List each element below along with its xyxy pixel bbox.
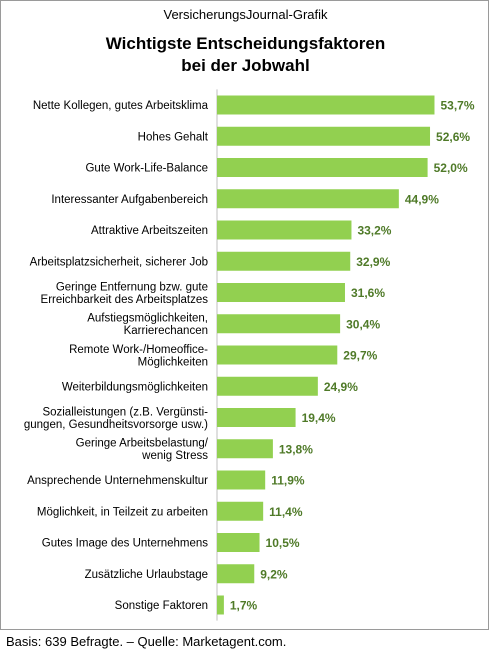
data-label: 53,7%	[440, 99, 474, 113]
category-label-line: Karrierechancen	[124, 325, 208, 337]
bar	[217, 314, 341, 334]
chart-title-line-1: Wichtigste Entscheidungsfaktoren	[105, 34, 386, 53]
category-label-line: Gute Work-Life-Balance	[85, 163, 208, 175]
category-label: Interessanter Aufgabenbereich	[51, 194, 208, 206]
source-label: VersicherungsJournal-Grafik	[163, 7, 328, 22]
bar	[217, 95, 435, 115]
bar	[217, 189, 399, 209]
category-label: Hohes Gehalt	[138, 131, 209, 143]
category-label: Weiterbildungsmöglichkeiten	[62, 381, 208, 393]
category-label: Aufstiegsmöglichkeiten, Karrierechancen	[87, 313, 208, 338]
data-label: 52,6%	[436, 130, 470, 144]
bar	[217, 376, 318, 396]
category-label-line: Arbeitsplatzsicherheit, sicherer Job	[30, 256, 208, 268]
category-label: Ansprechende Unternehmenskultur	[27, 475, 208, 487]
chart-title-line-2: bei der Jobwahl	[181, 56, 310, 75]
bar	[217, 533, 260, 552]
category-label: Nette Kollegen, gutes Arbeitsklima	[33, 100, 209, 112]
category-label: Arbeitsplatzsicherheit, sicherer Job	[30, 256, 208, 268]
category-label: Gute Work-Life-Balance	[85, 163, 208, 175]
category-label: Gutes Image des Unternehmens	[42, 538, 208, 550]
category-label-line: Interessanter Aufgabenbereich	[51, 194, 208, 206]
bar	[217, 408, 296, 427]
category-label-line: Sonstige Faktoren	[115, 600, 208, 612]
data-label: 30,4%	[346, 317, 380, 331]
data-label: 52,0%	[434, 161, 468, 175]
bar	[217, 220, 352, 240]
category-label-line: Geringe Entfernung bzw. gute	[56, 281, 208, 293]
category-label: Sonstige Faktoren	[115, 600, 208, 612]
category-label: Geringe Arbeitsbelastung/wenig Stress	[76, 438, 209, 463]
category-label-line: Geringe Arbeitsbelastung/	[76, 438, 209, 450]
footer-note: Basis: 639 Befragte. – Quelle: Marketage…	[6, 634, 287, 649]
category-label: Möglichkeit, in Teilzeit zu arbeiten	[37, 506, 208, 518]
bar	[217, 126, 431, 146]
category-label-line: Nette Kollegen, gutes Arbeitsklima	[33, 100, 209, 112]
category-label-line: Gutes Image des Unternehmens	[42, 538, 208, 550]
data-label: 9,2%	[260, 567, 288, 581]
bar	[217, 251, 351, 271]
chart-title: Wichtigste Entscheidungsfaktoren bei der…	[0, 33, 491, 77]
category-label-line: Remote Work-/Homeoffice-	[69, 344, 208, 356]
data-label: 19,4%	[302, 411, 336, 425]
bar	[217, 345, 338, 365]
category-label: Geringe Entfernung bzw. gute Erreichbarke…	[41, 281, 209, 306]
data-label: 11,9%	[271, 474, 305, 488]
data-label: 29,7%	[343, 349, 377, 363]
category-label: Zusätzliche Urlaubstage	[85, 569, 208, 581]
category-label: Attraktive Arbeitszeiten	[91, 225, 208, 237]
category-label-line: wenig Stress	[141, 450, 208, 462]
category-label-line: Möglichkeiten	[138, 356, 208, 368]
bar	[217, 283, 345, 302]
bar	[217, 564, 255, 584]
bar	[217, 470, 266, 490]
data-label: 31,6%	[351, 286, 385, 300]
data-label: 1,7%	[230, 599, 258, 613]
category-label-line: Ansprechende Unternehmenskultur	[27, 475, 208, 487]
data-label: 10,5%	[266, 536, 300, 550]
bar-chart: 53,7% Nette Kollegen, gutes Arbeitsklima 5…	[24, 89, 475, 621]
category-label: Remote Work-/Homeoffice-Möglichkeiten	[69, 344, 208, 369]
category-label-line: Erreichbarkeit des Arbeitsplatzes	[41, 294, 209, 306]
data-label: 32,9%	[356, 255, 390, 269]
category-label-line: Zusätzliche Urlaubstage	[85, 569, 208, 581]
category-label-line: Attraktive Arbeitszeiten	[91, 225, 208, 237]
category-label-line: Hohes Gehalt	[138, 131, 209, 143]
bar	[217, 595, 224, 615]
data-label: 44,9%	[405, 192, 439, 206]
bar	[217, 158, 428, 177]
data-label: 13,8%	[279, 442, 313, 456]
bar	[217, 439, 273, 459]
category-label-line: Möglichkeit, in Teilzeit zu arbeiten	[37, 506, 208, 518]
category-label-line: Weiterbildungsmöglichkeiten	[62, 381, 208, 393]
category-label-line: gungen, Gesundheitsvorsorge usw.)	[24, 419, 208, 431]
category-label-line: Sozialleistungen (z.B. Vergünsti-	[42, 406, 208, 418]
data-label: 33,2%	[357, 224, 391, 238]
category-label: Sozialleistungen (z.B. Vergünsti-gungen,…	[24, 406, 208, 431]
bar	[217, 501, 264, 521]
data-label: 11,4%	[269, 505, 303, 519]
category-label-line: Aufstiegsmöglichkeiten,	[87, 313, 208, 325]
data-label: 24,9%	[324, 380, 358, 394]
